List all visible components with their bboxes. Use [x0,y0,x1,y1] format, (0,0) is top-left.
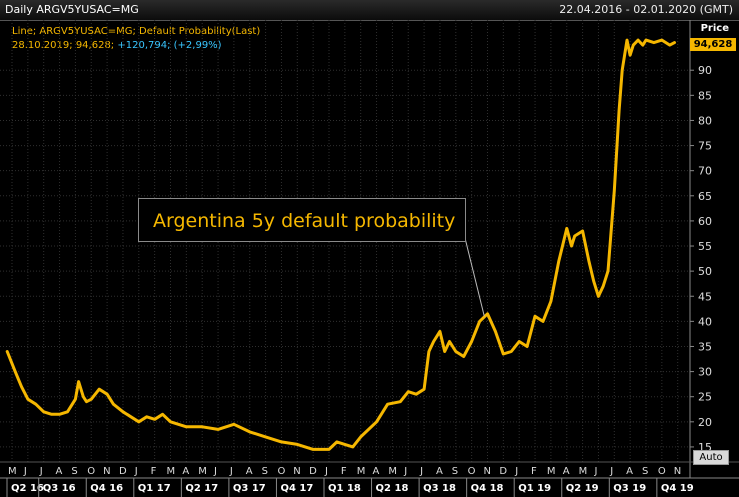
month-label: S [262,466,268,477]
month-label: M [167,466,176,477]
month-label: O [658,466,666,477]
month-label: D [309,466,317,477]
title-bar: Daily ARGV5YUSAC=MG 22.04.2016 - 02.01.2… [0,0,739,21]
last-date: 28.10.2019; [12,40,73,51]
month-label: O [277,466,285,477]
month-label: M [8,466,17,477]
month-label: J [403,466,407,477]
price-axis-header: Price [700,23,729,34]
y-tick-label: 35 [698,340,712,353]
chart-title: Daily ARGV5YUSAC=MG [5,3,139,16]
month-label: M [357,466,366,477]
month-label: A [626,466,633,477]
month-label: J [39,466,43,477]
month-label: J [514,466,518,477]
month-label: J [419,466,423,477]
y-tick-label: 80 [698,114,712,127]
month-label: O [87,466,95,477]
y-tick-label: 20 [698,416,712,429]
y-tick-label: 50 [698,265,712,278]
y-tick-label: 65 [698,190,712,203]
month-label: O [468,466,476,477]
month-label: A [373,466,380,477]
y-tick-label: 70 [698,165,712,178]
month-label: F [531,466,537,477]
y-tick-label: 40 [698,315,712,328]
month-label: N [103,466,110,477]
month-label: A [56,466,63,477]
quarter-label: Q1 17 [138,483,171,494]
y-tick-label: 25 [698,391,712,404]
month-label: F [151,466,157,477]
month-label: S [71,466,77,477]
month-label: S [642,466,648,477]
y-tick-label: 55 [698,240,712,253]
month-label: M [388,466,397,477]
y-tick-label: 45 [698,290,712,303]
quarter-label: Q1 18 [328,483,361,494]
quarter-label: Q2 18 [376,483,409,494]
y-tick-label: 90 [698,64,712,77]
last-price-badge: 94,628 [690,38,736,51]
month-label: F [341,466,347,477]
auto-scale-button[interactable]: Auto [693,450,729,465]
quarter-label: Q1 19 [518,483,551,494]
quarter-label: Q2 16 [11,483,44,494]
quarter-label: Q2 19 [566,483,599,494]
y-tick-label: 75 [698,140,712,153]
axes [0,20,739,479]
quarter-label: Q3 19 [613,483,646,494]
month-label: A [182,466,189,477]
month-label: S [452,466,458,477]
y-tick-label: 30 [698,366,712,379]
annotation-leader [464,237,485,317]
quarter-label: Q3 17 [233,483,266,494]
series-layer [5,38,676,451]
month-label: J [229,466,233,477]
month-label: J [324,466,328,477]
last-value: 94,628; [75,40,115,51]
month-label: A [436,466,443,477]
series-line [5,38,676,451]
quarter-label: Q3 18 [423,483,456,494]
month-label: D [119,466,127,477]
quarter-label: Q4 19 [661,483,694,494]
month-label: J [593,466,597,477]
series-legend: Line; ARGV5YUSAC=MG; Default Probability… [12,26,261,37]
y-tick-label: 85 [698,89,712,102]
quarter-label: Q2 17 [185,483,218,494]
series-last-values: 28.10.2019; 94,628; +120,794; (+2,99%) [12,40,222,51]
quarter-label: Q3 16 [43,483,76,494]
y-tick-label: 60 [698,215,712,228]
annotation-leader-line [464,237,485,317]
month-label: A [246,466,253,477]
month-label: J [23,466,27,477]
month-label: J [213,466,217,477]
quarter-label: Q4 16 [90,483,123,494]
month-label: J [609,466,613,477]
month-label: M [579,466,588,477]
month-label: N [484,466,491,477]
month-label: D [499,466,507,477]
month-label: N [293,466,300,477]
month-label: A [563,466,570,477]
annotation-label[interactable]: Argentina 5y default probability [138,198,466,242]
month-label: N [674,466,681,477]
month-label: M [547,466,556,477]
last-change: +120,794; (+2,99%) [117,40,222,51]
quarter-label: Q4 17 [280,483,313,494]
date-range: 22.04.2016 - 02.01.2020 (GMT) [559,3,733,16]
month-label: J [134,466,138,477]
quarter-label: Q4 18 [471,483,504,494]
month-label: M [198,466,207,477]
